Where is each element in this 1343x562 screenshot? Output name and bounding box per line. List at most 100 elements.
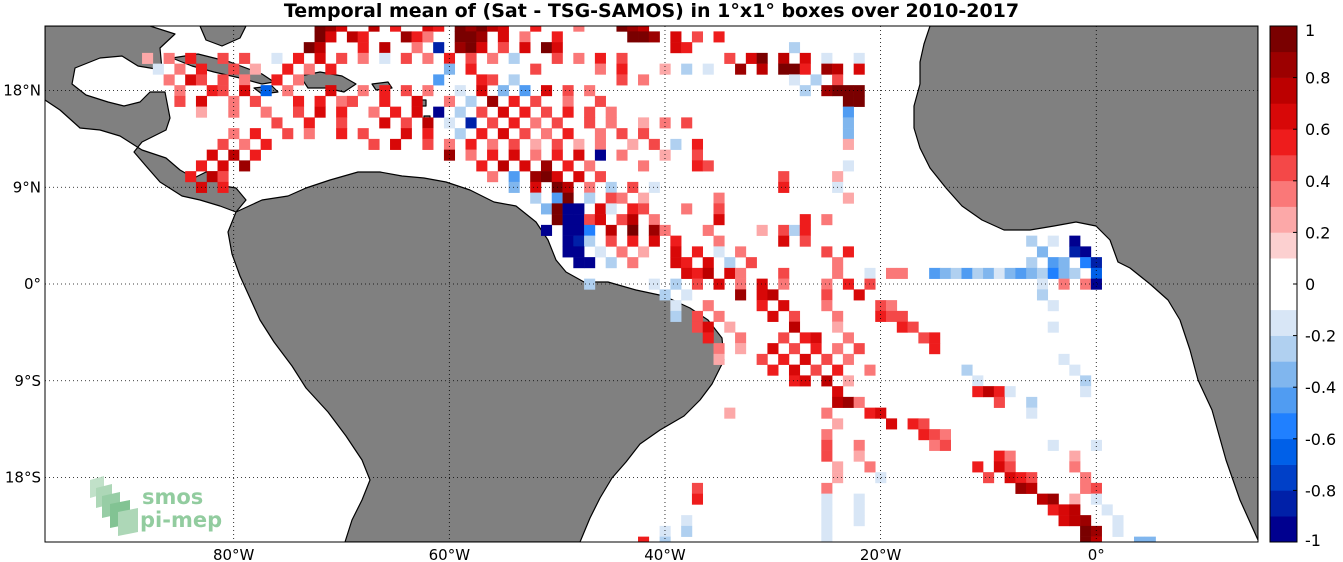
data-box bbox=[584, 192, 596, 204]
data-box bbox=[260, 106, 272, 118]
data-box bbox=[821, 504, 833, 516]
data-box bbox=[465, 95, 477, 107]
data-box bbox=[842, 138, 854, 150]
data-box bbox=[788, 63, 801, 75]
data-box bbox=[918, 332, 930, 344]
land-africa bbox=[913, 26, 1258, 541]
data-box bbox=[594, 52, 606, 64]
data-box bbox=[810, 343, 822, 355]
data-box bbox=[282, 128, 294, 140]
data-box bbox=[594, 203, 606, 215]
smos-pi-mep-logo: smos pi-mep bbox=[90, 476, 222, 536]
data-box bbox=[573, 149, 585, 161]
data-box bbox=[713, 310, 725, 322]
data-box bbox=[433, 26, 445, 32]
data-box bbox=[605, 203, 617, 215]
data-box bbox=[379, 117, 391, 129]
data-box bbox=[1090, 536, 1102, 542]
data-box bbox=[422, 117, 434, 129]
data-box bbox=[594, 95, 606, 107]
data-box bbox=[648, 214, 660, 226]
data-box bbox=[724, 257, 736, 269]
data-box bbox=[584, 117, 596, 129]
data-box bbox=[1069, 246, 1081, 258]
data-box bbox=[691, 246, 704, 258]
data-box bbox=[292, 52, 305, 64]
data-box bbox=[788, 74, 801, 86]
data-box bbox=[713, 192, 725, 204]
data-box bbox=[540, 106, 553, 118]
data-box bbox=[228, 63, 240, 75]
data-box bbox=[670, 138, 682, 150]
colorbar-segment bbox=[1270, 490, 1297, 517]
data-box bbox=[853, 504, 865, 516]
data-box bbox=[1080, 525, 1092, 537]
data-box bbox=[584, 235, 596, 247]
data-box bbox=[993, 267, 1005, 279]
data-box bbox=[497, 160, 509, 172]
data-box bbox=[864, 461, 876, 473]
data-box bbox=[185, 74, 197, 86]
data-box bbox=[195, 160, 208, 172]
data-box bbox=[810, 364, 822, 376]
data-box bbox=[239, 85, 251, 97]
data-box bbox=[842, 128, 854, 140]
data-box bbox=[562, 203, 574, 215]
data-box bbox=[821, 63, 833, 75]
data-box bbox=[1090, 525, 1102, 537]
colorbar-segment bbox=[1270, 284, 1297, 311]
colorbar-tick-label: 1 bbox=[1305, 21, 1315, 40]
data-box bbox=[681, 257, 693, 269]
data-box bbox=[1047, 235, 1059, 247]
data-box bbox=[562, 160, 574, 172]
data-box bbox=[530, 95, 542, 107]
data-box bbox=[465, 31, 477, 43]
data-box bbox=[832, 396, 844, 408]
data-box bbox=[713, 353, 725, 365]
data-box bbox=[562, 235, 574, 247]
data-box bbox=[929, 332, 941, 344]
data-box bbox=[605, 235, 617, 247]
data-box bbox=[519, 128, 531, 140]
data-box bbox=[487, 149, 499, 161]
data-box bbox=[1090, 493, 1102, 505]
data-box bbox=[1036, 267, 1049, 279]
data-box bbox=[206, 149, 218, 161]
data-box bbox=[454, 26, 466, 32]
data-box bbox=[454, 128, 466, 140]
data-box bbox=[357, 31, 369, 43]
data-box bbox=[1036, 278, 1049, 290]
data-box bbox=[540, 171, 553, 183]
data-box bbox=[659, 525, 671, 537]
data-box bbox=[638, 31, 650, 43]
data-box bbox=[735, 343, 747, 355]
colorbar-segment bbox=[1270, 77, 1297, 104]
data-box bbox=[1080, 536, 1092, 542]
data-box bbox=[336, 128, 348, 140]
data-box bbox=[422, 26, 434, 32]
data-box bbox=[1090, 482, 1102, 494]
data-box bbox=[778, 171, 790, 183]
data-box bbox=[842, 353, 854, 365]
data-box bbox=[411, 31, 423, 43]
data-box bbox=[530, 26, 542, 32]
data-box bbox=[530, 171, 542, 183]
data-box bbox=[1004, 472, 1016, 484]
data-box bbox=[821, 300, 833, 312]
data-box bbox=[540, 128, 553, 140]
data-box bbox=[616, 192, 628, 204]
data-box bbox=[832, 310, 844, 322]
data-box bbox=[832, 257, 844, 269]
data-box bbox=[616, 128, 628, 140]
data-box bbox=[1058, 267, 1070, 279]
data-box bbox=[282, 85, 294, 97]
data-box bbox=[497, 106, 509, 118]
data-box bbox=[778, 52, 790, 64]
data-box bbox=[691, 321, 704, 333]
data-box bbox=[487, 171, 499, 183]
data-box bbox=[411, 42, 423, 54]
data-box bbox=[249, 63, 261, 75]
data-box bbox=[1036, 246, 1049, 258]
data-box bbox=[303, 42, 315, 54]
data-box bbox=[594, 149, 606, 161]
